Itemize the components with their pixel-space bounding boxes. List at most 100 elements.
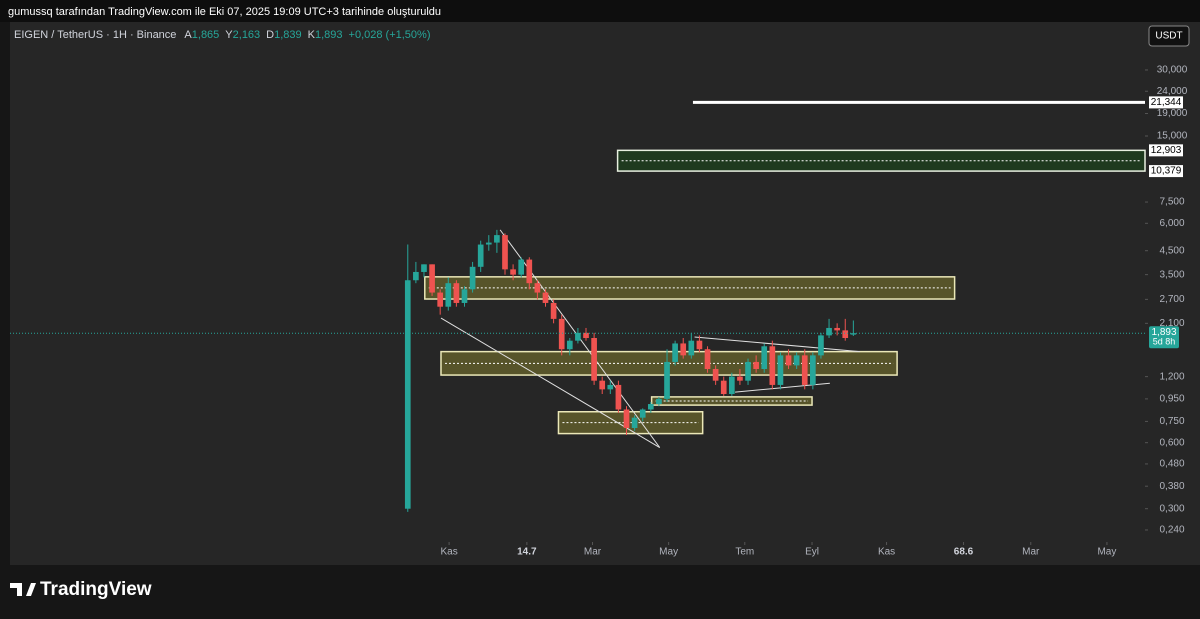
candle-body	[647, 404, 654, 410]
countdown: 5d 8h	[1153, 337, 1176, 347]
y-tick-label: 0,600	[1159, 437, 1184, 448]
credit: gumussq tarafından TradingView.com ile E…	[8, 6, 441, 18]
candle-body	[810, 355, 816, 385]
candle-body	[850, 333, 857, 335]
legend-change: +0,028 (+1,50%)	[349, 29, 431, 41]
candle-body	[445, 283, 452, 307]
x-tick-label: Mar	[1022, 547, 1040, 558]
candle-body	[510, 269, 516, 275]
y-tick-label: 30,000	[1157, 65, 1188, 76]
y-tick-label: 0,380	[1159, 481, 1184, 492]
candle-body	[591, 337, 597, 381]
brand: TradingView	[40, 579, 152, 600]
candle-body	[421, 264, 427, 272]
candle-body	[575, 332, 581, 341]
candle-body	[599, 380, 606, 390]
candle-body	[469, 266, 476, 290]
legend-key: D	[266, 29, 274, 41]
candle-body	[745, 361, 751, 381]
x-tick-label: May	[1097, 547, 1116, 558]
y-tick-label: 0,300	[1159, 503, 1184, 514]
x-tick-label: May	[659, 547, 678, 558]
y-tick-label: 0,240	[1159, 525, 1184, 536]
candle-body	[777, 355, 784, 385]
x-tick-label: Tem	[735, 547, 754, 558]
candle-body	[753, 361, 759, 370]
y-tick-label: 24,000	[1157, 86, 1188, 97]
legend: EIGEN / TetherUS · 1H · Binance	[14, 29, 176, 41]
logo: TradingView	[10, 579, 152, 600]
x-tick-label: Kas	[440, 547, 457, 558]
symbol-title: EIGEN / TetherUS · 1H · Binance	[14, 29, 176, 41]
candle-body	[680, 343, 687, 356]
candle-body	[761, 346, 768, 370]
footer	[0, 565, 1200, 614]
last-price-label: 1,893	[1151, 327, 1176, 338]
candle-body	[526, 259, 533, 284]
legend-value: 1,865	[192, 29, 220, 41]
candle-body	[534, 283, 541, 293]
candle-body	[566, 340, 573, 350]
candle-body	[518, 259, 525, 275]
level-label: 21,344	[1151, 97, 1182, 108]
y-tick-label: 15,000	[1157, 131, 1188, 142]
x-tick-label: Kas	[878, 547, 895, 558]
candle-body	[437, 292, 444, 307]
legend-key: K	[308, 29, 316, 41]
level-label-box	[1149, 144, 1183, 157]
x-tick-label: 14.7	[517, 547, 537, 558]
x-tick-label: Mar	[584, 547, 602, 558]
candle-body	[785, 355, 792, 366]
y-tick-label: 2,700	[1159, 294, 1184, 305]
candle-body	[607, 384, 614, 390]
candle-body	[842, 330, 849, 338]
level-label-box	[1149, 165, 1183, 178]
candle-body	[688, 340, 695, 356]
candle-body	[793, 355, 800, 366]
y-tick-label: 19,000	[1157, 108, 1188, 119]
y-tick-label: 4,500	[1159, 245, 1184, 256]
candle-body	[834, 327, 840, 331]
legend-key: A	[184, 29, 192, 41]
candle-body	[801, 355, 808, 385]
candle-body	[696, 340, 703, 350]
y-tick-label: 0,750	[1159, 416, 1184, 427]
legend-value: 1,893	[315, 29, 343, 41]
candle-body	[461, 289, 468, 303]
x-tick-label: Eyl	[805, 547, 819, 558]
level-label: 10,379	[1151, 166, 1182, 177]
last-price-box	[1149, 326, 1179, 349]
trendline	[694, 336, 860, 353]
logo-icon	[10, 583, 36, 596]
candle-body	[826, 327, 832, 336]
candle-body	[429, 264, 435, 293]
y-tick-label: 0,950	[1159, 394, 1184, 405]
y-tick-label: 3,500	[1159, 269, 1184, 280]
candle-body	[485, 242, 492, 245]
y-tick-label: 0,480	[1159, 459, 1184, 470]
candle-body	[639, 409, 646, 418]
y-tick-label: 1,200	[1159, 371, 1184, 382]
candle-body	[502, 235, 508, 270]
axis-unit[interactable]: USDT	[1155, 31, 1182, 42]
candle-body	[413, 271, 419, 281]
candle-body	[769, 346, 776, 385]
candle-body	[615, 384, 622, 410]
candle-body	[404, 280, 411, 509]
y-tick-label: 7,500	[1159, 197, 1184, 208]
y-tick-label: 2,100	[1159, 318, 1184, 329]
candle-body	[558, 318, 565, 350]
candle-body	[664, 361, 670, 399]
candle-body	[623, 409, 630, 428]
header-bar	[0, 0, 1200, 22]
candle-body	[672, 343, 678, 362]
candle-body	[494, 235, 500, 243]
candle-body	[704, 349, 711, 370]
candle-body	[818, 335, 824, 356]
y-tick-label: 6,000	[1159, 218, 1184, 229]
candle-body	[542, 292, 549, 303]
candle-body	[728, 376, 735, 394]
unit-button[interactable]	[1148, 25, 1190, 47]
candle-body	[656, 398, 662, 405]
legend-value: 1,839	[274, 29, 302, 41]
